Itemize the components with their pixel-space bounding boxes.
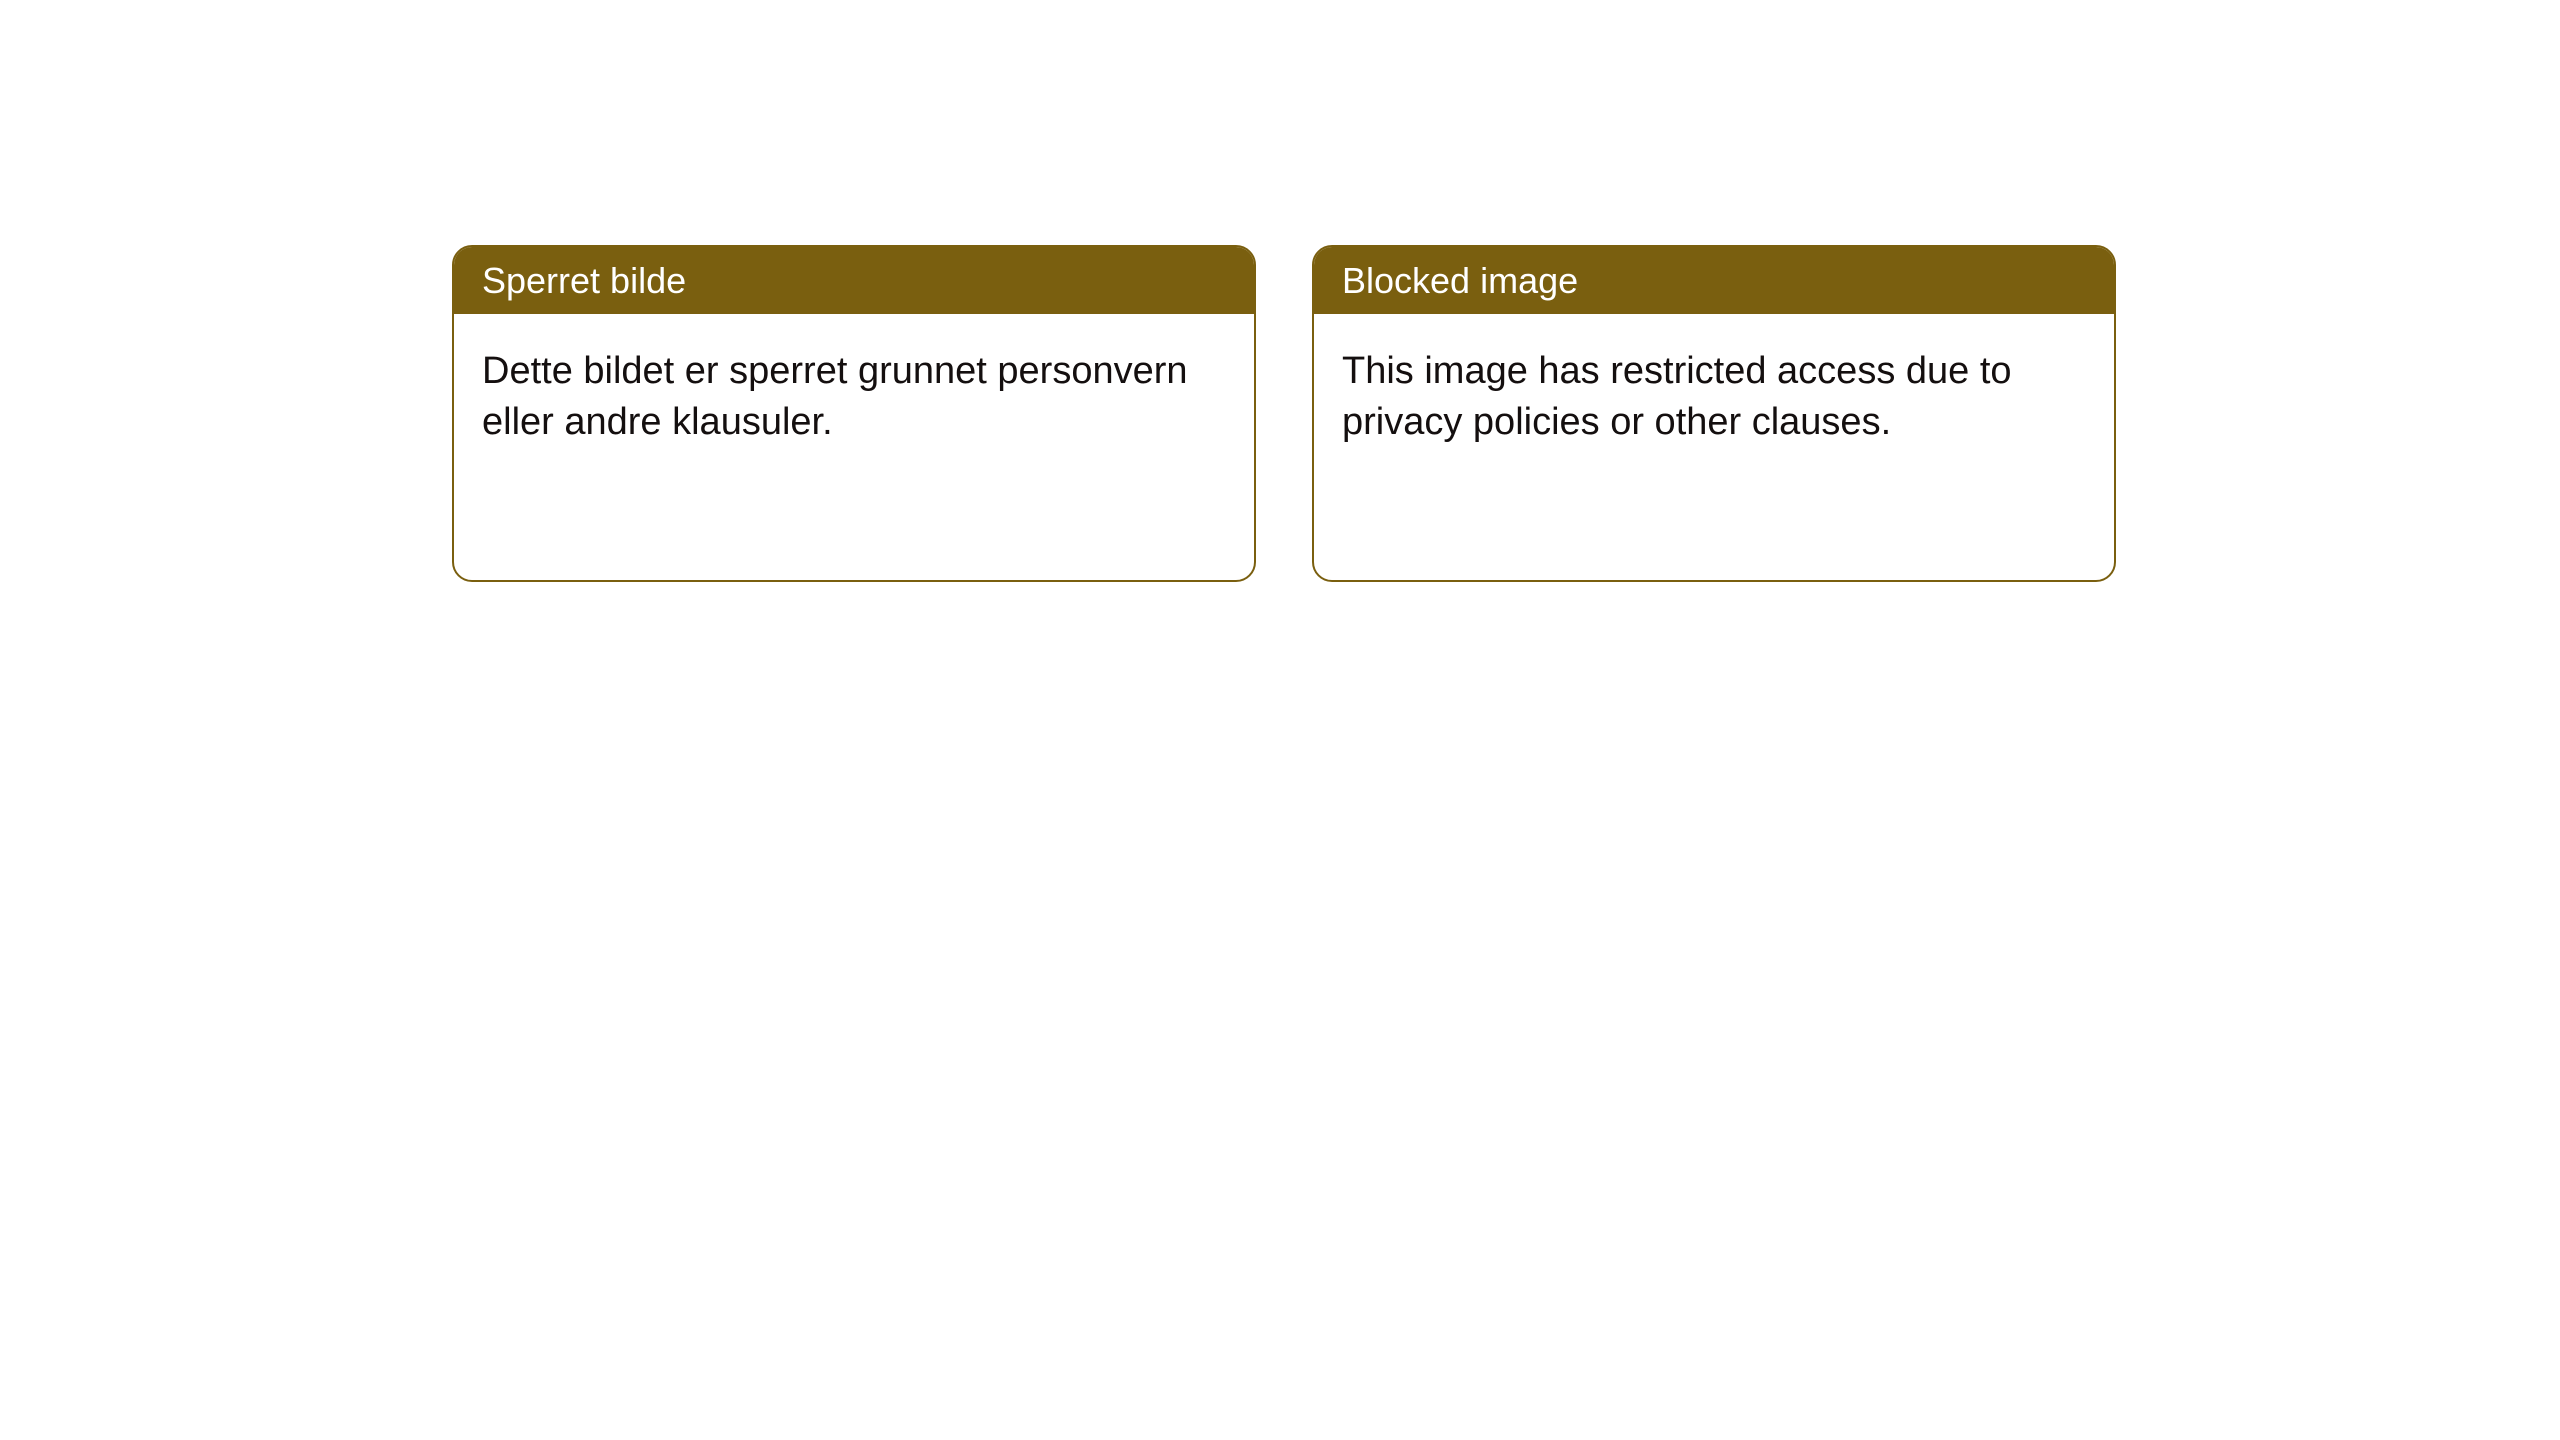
- notice-card-english: Blocked image This image has restricted …: [1312, 245, 2116, 582]
- card-title: Sperret bilde: [454, 247, 1254, 314]
- card-body: This image has restricted access due to …: [1314, 314, 2114, 481]
- notice-cards-container: Sperret bilde Dette bildet er sperret gr…: [452, 245, 2116, 582]
- card-body: Dette bildet er sperret grunnet personve…: [454, 314, 1254, 481]
- notice-card-norwegian: Sperret bilde Dette bildet er sperret gr…: [452, 245, 1256, 582]
- card-title: Blocked image: [1314, 247, 2114, 314]
